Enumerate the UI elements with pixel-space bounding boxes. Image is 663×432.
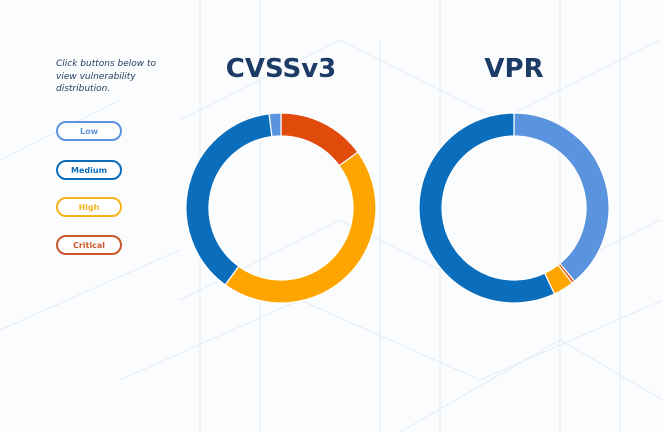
donut-slice-low[interactable] <box>513 112 610 283</box>
donut-slice-medium[interactable] <box>418 112 556 304</box>
critical-button[interactable]: Critical <box>56 235 122 255</box>
cvss-donut-chart <box>185 112 377 304</box>
vpr-donut-chart <box>418 112 610 304</box>
donut-slice-high[interactable] <box>224 151 377 304</box>
donut-slice-medium[interactable] <box>185 113 273 286</box>
medium-button[interactable]: Medium <box>56 160 122 180</box>
vpr-chart-title: VPR <box>484 54 544 84</box>
donut-slice-low[interactable] <box>268 112 282 138</box>
high-button[interactable]: High <box>56 197 122 217</box>
low-button[interactable]: Low <box>56 121 122 141</box>
instructions-text: Click buttons below to view vulnerabilit… <box>56 59 157 94</box>
donut-slice-critical[interactable] <box>280 112 359 167</box>
cvss-chart-title: CVSSv3 <box>225 54 337 84</box>
